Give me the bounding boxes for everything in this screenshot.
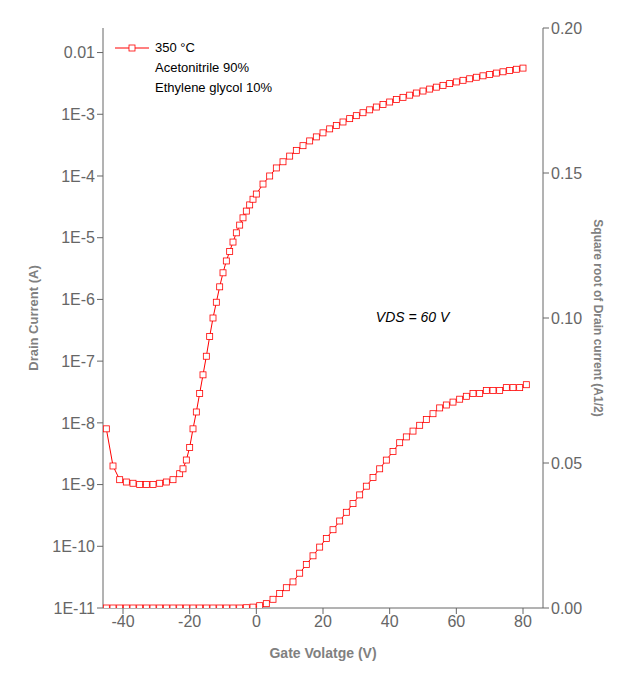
svg-text:1E-10: 1E-10 xyxy=(52,538,95,555)
html-text:Ethylene glycol 10%: Ethylene glycol 10% xyxy=(155,80,273,95)
svg-text:0.05: 0.05 xyxy=(551,455,582,472)
svg-text:1E-8: 1E-8 xyxy=(61,415,95,432)
html-text:350 °C: 350 °C xyxy=(155,40,195,55)
svg-text:0.20: 0.20 xyxy=(551,20,582,37)
svg-text:0: 0 xyxy=(252,613,261,630)
svg-text:80: 80 xyxy=(514,613,532,630)
svg-text:Gate Volatge (V): Gate Volatge (V) xyxy=(269,645,376,661)
svg-text:1E-9: 1E-9 xyxy=(61,476,95,493)
html-text:VDS = 60 V: VDS = 60 V xyxy=(375,309,450,325)
svg-text:0.15: 0.15 xyxy=(551,165,582,182)
svg-text:1E-7: 1E-7 xyxy=(61,353,95,370)
svg-text:-40: -40 xyxy=(111,613,134,630)
svg-text:-20: -20 xyxy=(178,613,201,630)
svg-text:1E-4: 1E-4 xyxy=(61,168,95,185)
svg-text:1E-11: 1E-11 xyxy=(53,600,95,617)
svg-text:1E-5: 1E-5 xyxy=(61,229,95,246)
svg-text:0.01: 0.01 xyxy=(64,44,95,61)
html-text:Acetonitrile 90%: Acetonitrile 90% xyxy=(155,60,249,75)
svg-text:0.00: 0.00 xyxy=(551,600,582,617)
svg-text:0.10: 0.10 xyxy=(551,310,582,327)
svg-text:40: 40 xyxy=(381,613,399,630)
svg-text:20: 20 xyxy=(314,613,332,630)
svg-text:1E-6: 1E-6 xyxy=(61,291,95,308)
svg-text:60: 60 xyxy=(447,613,465,630)
svg-text:1E-3: 1E-3 xyxy=(61,106,95,123)
svg-text:Square root of Drain current (: Square root of Drain current (A1/2) xyxy=(591,219,605,416)
svg-text:Drain Current (A): Drain Current (A) xyxy=(26,265,41,370)
